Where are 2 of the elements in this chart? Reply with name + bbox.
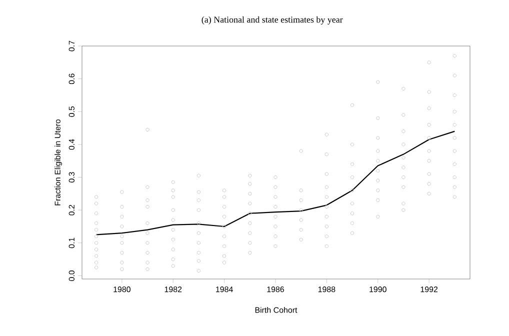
line-series xyxy=(96,130,456,236)
chart-title: (a) National and state estimates by year xyxy=(202,16,343,25)
